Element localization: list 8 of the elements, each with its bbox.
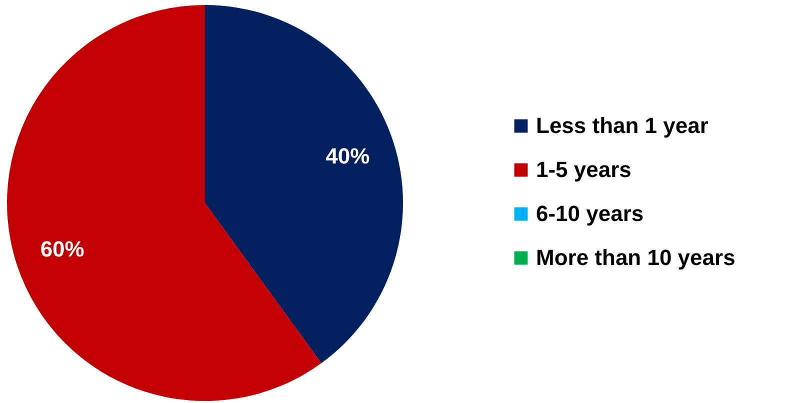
legend-label: 6-10 years xyxy=(536,201,644,226)
legend-label: 1-5 years xyxy=(536,157,632,182)
data-label: 40% xyxy=(326,144,370,169)
pie-slice xyxy=(205,5,403,364)
pie-slice xyxy=(7,5,322,401)
legend-label: More than 10 years xyxy=(536,245,736,270)
data-label: 60% xyxy=(40,236,84,262)
legend-label: Less than 1 year xyxy=(536,113,709,138)
